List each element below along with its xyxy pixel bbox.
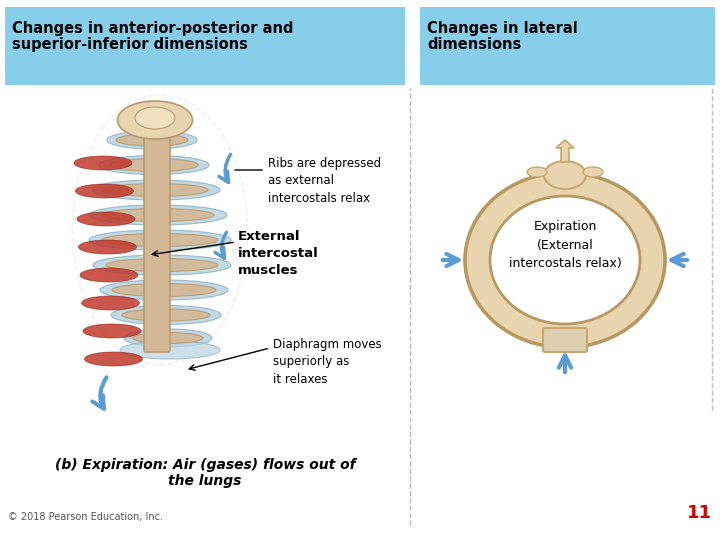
Ellipse shape: [527, 167, 547, 177]
Ellipse shape: [104, 184, 208, 197]
Ellipse shape: [110, 159, 198, 172]
Ellipse shape: [89, 230, 231, 250]
Ellipse shape: [120, 341, 220, 359]
Text: Ribs are depressed
as external
intercostals relax: Ribs are depressed as external intercost…: [268, 157, 381, 205]
Ellipse shape: [81, 296, 140, 310]
Ellipse shape: [133, 333, 203, 343]
Ellipse shape: [124, 329, 212, 347]
Text: dimensions: dimensions: [427, 37, 521, 52]
Ellipse shape: [112, 284, 216, 296]
Ellipse shape: [135, 107, 175, 129]
FancyArrow shape: [556, 140, 574, 162]
Ellipse shape: [465, 172, 665, 348]
Ellipse shape: [78, 240, 137, 254]
Ellipse shape: [106, 259, 218, 272]
Ellipse shape: [100, 280, 228, 300]
Ellipse shape: [102, 208, 214, 221]
Ellipse shape: [93, 255, 231, 275]
Text: Changes in lateral: Changes in lateral: [427, 21, 577, 36]
Ellipse shape: [544, 161, 586, 189]
Ellipse shape: [84, 352, 143, 366]
Text: Diaphragm moves
superiorly as
it relaxes: Diaphragm moves superiorly as it relaxes: [273, 338, 382, 386]
Ellipse shape: [76, 184, 133, 198]
FancyBboxPatch shape: [543, 328, 587, 352]
Ellipse shape: [89, 205, 227, 225]
Ellipse shape: [102, 233, 218, 246]
Ellipse shape: [117, 101, 192, 139]
Text: External
intercostal
muscles: External intercostal muscles: [238, 230, 319, 277]
Ellipse shape: [83, 324, 141, 338]
FancyBboxPatch shape: [5, 7, 405, 85]
Ellipse shape: [92, 180, 220, 200]
Text: 11: 11: [687, 504, 712, 522]
Ellipse shape: [490, 196, 640, 324]
Text: superior-inferior dimensions: superior-inferior dimensions: [12, 37, 248, 52]
Text: (b) Expiration: Air (gases) flows out of: (b) Expiration: Air (gases) flows out of: [55, 458, 355, 472]
Ellipse shape: [77, 212, 135, 226]
Text: Expiration
(External
intercostals relax): Expiration (External intercostals relax): [508, 220, 621, 270]
Ellipse shape: [583, 167, 603, 177]
Ellipse shape: [116, 134, 188, 146]
Ellipse shape: [74, 156, 132, 170]
Text: the lungs: the lungs: [168, 474, 242, 488]
Text: © 2018 Pearson Education, Inc.: © 2018 Pearson Education, Inc.: [8, 512, 163, 522]
Ellipse shape: [122, 309, 210, 321]
Text: Changes in anterior-posterior and: Changes in anterior-posterior and: [12, 21, 294, 36]
Ellipse shape: [99, 156, 209, 174]
Ellipse shape: [107, 131, 197, 149]
FancyBboxPatch shape: [420, 7, 715, 85]
FancyBboxPatch shape: [144, 128, 170, 352]
Ellipse shape: [111, 306, 221, 325]
Ellipse shape: [80, 268, 138, 282]
